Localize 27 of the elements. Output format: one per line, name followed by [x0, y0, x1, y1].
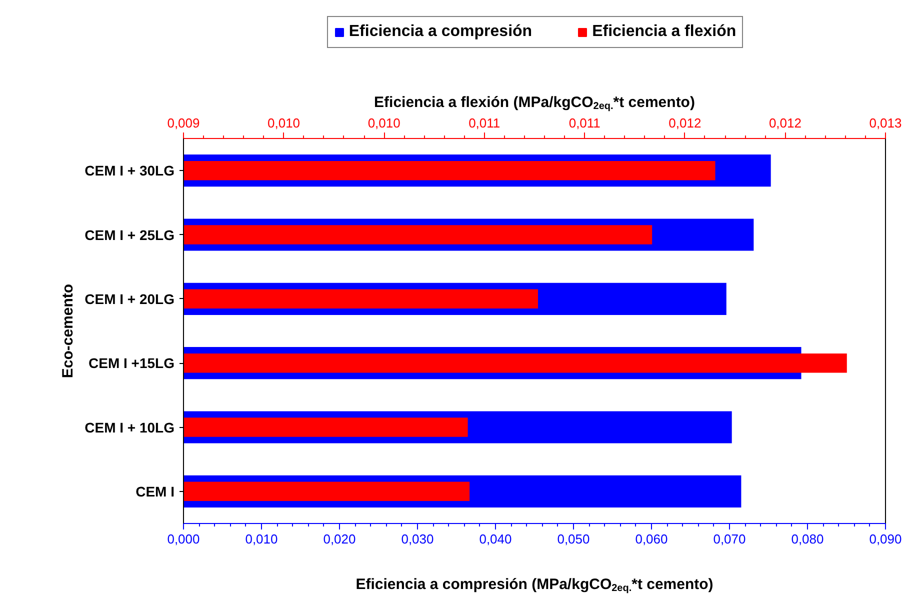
- y-tick-label: CEM I +15LG: [88, 355, 175, 372]
- y-tick-label: CEM I + 25LG: [84, 226, 175, 243]
- x-tick-label: 0,010: [245, 532, 278, 546]
- x2-tick-label: 0,012: [668, 116, 702, 130]
- x-tick-label: 0,070: [713, 532, 746, 546]
- legend-label: Eficiencia a flexión: [592, 23, 736, 41]
- y-tick-label: CEM I + 10LG: [84, 419, 175, 436]
- y-tick-label: CEM I: [136, 483, 174, 500]
- x-tick-label: 0,050: [557, 532, 590, 546]
- x-tick-label: 0,020: [323, 532, 356, 546]
- y-axis-title: Eco-cemento: [60, 284, 77, 378]
- x2-tick-label: 0,009: [167, 116, 200, 130]
- x2-tick-label: 0,010: [368, 116, 400, 130]
- x2-tick-label: 0,011: [568, 116, 600, 130]
- x-tick-label: 0,060: [635, 532, 668, 546]
- x2-tick-label: 0,012: [768, 116, 802, 130]
- y-tick-label: CEM I + 30LG: [84, 162, 175, 179]
- x2-tick-label: 0,013: [869, 116, 902, 130]
- x2-tick-label: 0,010: [268, 116, 300, 130]
- legend-label: Eficiencia a compresión: [348, 23, 532, 41]
- x-tick-label: 0,000: [167, 532, 200, 546]
- x-tick-label: 0,090: [869, 532, 902, 546]
- x2-tick-label: 0,011: [468, 116, 500, 130]
- x-tick-label: 0,040: [479, 532, 512, 546]
- x-tick-label: 0,080: [791, 532, 824, 546]
- y-tick-label: CEM I + 20LG: [84, 290, 175, 307]
- x-tick-label: 0,030: [401, 532, 434, 546]
